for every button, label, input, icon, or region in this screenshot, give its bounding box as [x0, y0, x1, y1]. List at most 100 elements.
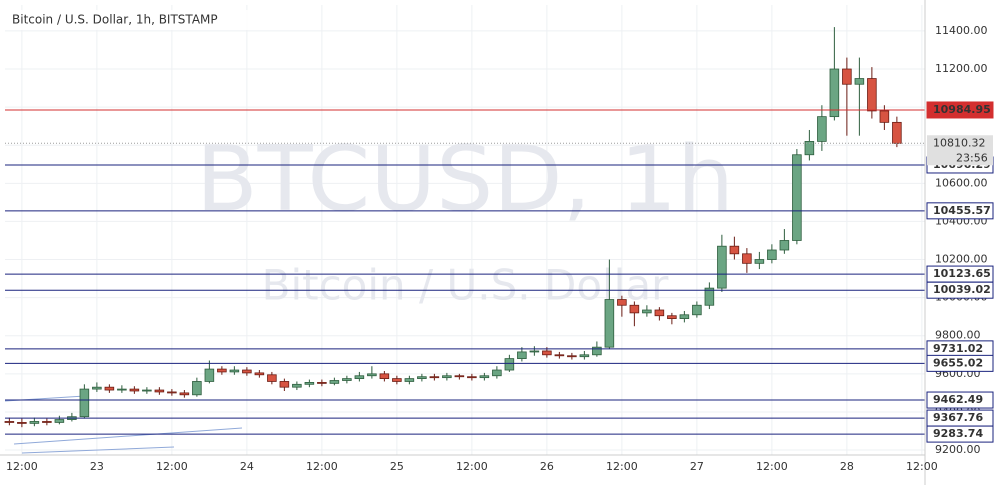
x-tick-label: 24: [240, 460, 254, 473]
level-label: 9655.02: [933, 356, 983, 369]
grid: [5, 5, 925, 455]
candle-body: [204, 368, 215, 382]
candle-body: [292, 383, 302, 388]
candle-body: [267, 374, 277, 382]
candle-body: [304, 382, 315, 385]
level-label-bg: [926, 391, 994, 409]
candle-body: [129, 388, 140, 392]
level-label: 10039.02: [933, 283, 991, 296]
candle-body: [367, 373, 377, 377]
candle-body: [867, 78, 877, 112]
candle-body: [692, 304, 702, 316]
candle-body: [642, 309, 652, 314]
candle-body: [404, 378, 415, 382]
candle-body: [579, 354, 590, 358]
candle-body: [117, 388, 127, 391]
level-label-bg: [926, 101, 994, 119]
candle-body: [504, 358, 515, 371]
level-label: 9462.49: [933, 393, 983, 406]
x-tick-label: 12:00: [756, 460, 788, 473]
candle-body: [479, 375, 490, 379]
candle-body: [742, 253, 752, 264]
candle-body: [417, 376, 427, 380]
candle-body: [92, 386, 102, 390]
candle-body: [667, 315, 677, 319]
candle-body: [4, 421, 15, 423]
candle-body: [379, 373, 390, 380]
level-label-bg: [926, 281, 994, 299]
candle-body: [842, 68, 852, 85]
candle-body: [492, 369, 502, 377]
watermark-subtitle: Bitcoin / U.S. Dollar: [262, 261, 669, 310]
candle-body: [817, 116, 827, 142]
chart-title: Bitcoin / U.S. Dollar, 1h, BITSTAMP: [12, 13, 218, 27]
candle-body: [392, 378, 402, 382]
candle-body: [192, 381, 202, 396]
x-tick-label: 12:00: [606, 460, 638, 473]
current-price-label: 10810.32: [933, 136, 986, 149]
level-label-bg: [926, 354, 994, 372]
x-tick-label: 12:00: [906, 460, 938, 473]
x-tick-label: 12:00: [156, 460, 188, 473]
countdown-label: 23:56: [956, 151, 988, 164]
candle-body: [792, 154, 802, 241]
candle-body: [892, 121, 902, 144]
candle-body: [717, 245, 727, 289]
candle-body: [592, 346, 602, 356]
x-tick-label: 12:00: [306, 460, 338, 473]
candle-body: [317, 382, 327, 384]
candle-body: [779, 240, 790, 251]
candle-body: [104, 386, 115, 391]
candle-body: [529, 350, 540, 353]
candle-body: [54, 419, 65, 423]
level-label: 10984.95: [933, 103, 991, 116]
candle-body: [629, 304, 640, 314]
candle-body: [279, 381, 290, 388]
level-label: 9367.76: [933, 411, 983, 424]
candle-body: [442, 375, 452, 379]
candle-body: [179, 392, 190, 396]
candle-body: [679, 314, 690, 319]
candle-body: [704, 287, 715, 306]
x-tick-label: 23: [90, 460, 104, 473]
candle-body: [542, 350, 552, 356]
candle-body: [754, 259, 765, 264]
x-tick-label: 12:00: [6, 460, 38, 473]
level-label: 10455.57: [933, 204, 991, 217]
candle-body: [254, 372, 265, 376]
level-label-bg: [926, 425, 994, 443]
trend-line: [13, 427, 243, 445]
candle-body: [654, 309, 665, 317]
watermark: BTCUSD, 1h: [196, 127, 734, 232]
candle-body: [17, 422, 27, 424]
candle-body: [329, 380, 340, 384]
level-label: 9731.02: [933, 342, 983, 355]
candle-body: [454, 375, 465, 378]
plot: [4, 27, 925, 435]
candle-body: [342, 378, 352, 381]
x-tick-label: 27: [690, 460, 704, 473]
current-price-bg: [927, 135, 993, 166]
candle-body: [154, 389, 165, 393]
candle-body: [79, 388, 90, 418]
y-tick-label: 11200.00: [935, 62, 988, 75]
candle-body: [567, 355, 577, 358]
trend-line: [21, 446, 175, 454]
y-tick-label: 9200.00: [935, 443, 981, 456]
candle-body: [617, 299, 627, 306]
x-tick-label: 28: [840, 460, 854, 473]
candle-body: [429, 376, 440, 379]
level-label: 9283.74: [933, 427, 983, 440]
candle-body: [42, 421, 52, 423]
y-tick-label: 11400.00: [935, 24, 988, 37]
candle-body: [354, 375, 365, 380]
candle-body: [167, 391, 177, 394]
candle-body: [229, 369, 240, 373]
candle-body: [554, 354, 565, 357]
x-tick-label: 25: [390, 460, 404, 473]
candle-body: [804, 141, 815, 156]
y-tick-label: 10200.00: [935, 253, 988, 266]
level-label: 10123.65: [933, 267, 991, 280]
candle-body: [142, 389, 152, 392]
